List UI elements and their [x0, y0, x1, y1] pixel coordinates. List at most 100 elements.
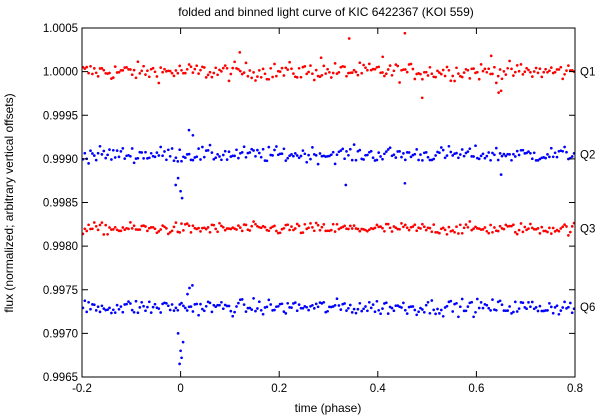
data-point — [185, 67, 189, 71]
data-point — [421, 222, 424, 226]
data-point — [472, 227, 475, 230]
data-point — [521, 230, 525, 234]
data-point — [176, 71, 180, 75]
data-point — [172, 159, 176, 163]
data-point — [199, 302, 202, 306]
data-point — [248, 229, 252, 232]
data-point — [403, 68, 407, 71]
data-point — [513, 155, 517, 158]
data-point — [491, 151, 494, 155]
data-point — [379, 225, 382, 228]
data-point — [121, 69, 125, 72]
data-point — [189, 305, 193, 308]
x-tick-label: 0.2 — [271, 383, 287, 395]
data-point — [415, 313, 419, 317]
data-point — [373, 67, 377, 71]
data-point — [426, 74, 430, 77]
data-point — [383, 152, 386, 156]
data-point — [343, 65, 346, 69]
axis-ticks: -0.2 0 0.2 0.4 0.6 0.8 0.9965 0.9970 0.9975 0.998… — [43, 23, 583, 395]
data-point — [438, 71, 441, 74]
data-point — [521, 73, 525, 76]
data-point — [400, 222, 403, 225]
data-point — [329, 76, 333, 79]
data-point — [383, 229, 386, 233]
data-point — [170, 71, 174, 75]
data-point — [259, 226, 263, 230]
data-point — [331, 71, 335, 75]
data-point — [529, 305, 532, 309]
data-point — [403, 223, 407, 227]
data-point — [445, 65, 449, 69]
data-point — [115, 303, 119, 307]
data-point — [256, 307, 259, 310]
data-point — [235, 305, 238, 308]
data-point — [218, 303, 221, 307]
data-point — [499, 89, 503, 93]
data-point — [388, 226, 392, 230]
data-point — [113, 156, 117, 159]
data-point — [235, 148, 238, 152]
data-point — [136, 311, 140, 315]
data-point — [87, 300, 90, 304]
data-point — [197, 147, 200, 150]
data-point — [500, 77, 504, 81]
data-point — [305, 72, 309, 76]
data-point — [508, 224, 511, 228]
data-point — [221, 307, 225, 311]
data-point — [98, 144, 102, 148]
x-axis-label: time (phase) — [295, 401, 362, 415]
data-point — [309, 222, 312, 225]
data-point — [119, 229, 123, 233]
data-point — [305, 305, 309, 309]
data-point — [398, 227, 401, 231]
data-point — [221, 153, 225, 157]
data-point — [502, 70, 506, 73]
data-point — [540, 225, 544, 229]
data-point — [182, 304, 185, 308]
data-point — [210, 310, 214, 314]
data-point — [248, 151, 252, 154]
data-point — [117, 155, 121, 159]
data-point — [474, 225, 477, 229]
data-point — [193, 67, 197, 71]
data-point — [510, 158, 513, 162]
data-point — [292, 72, 295, 75]
data-point — [108, 71, 111, 75]
data-point — [481, 228, 485, 231]
data-point — [157, 230, 161, 233]
data-point — [417, 158, 420, 162]
data-point — [352, 307, 356, 311]
data-point — [345, 150, 348, 153]
data-point — [102, 149, 106, 153]
data-point — [237, 67, 240, 71]
data-point — [326, 309, 329, 313]
data-point — [481, 152, 485, 156]
data-point — [157, 154, 161, 157]
data-point — [510, 312, 513, 315]
data-point — [297, 156, 301, 160]
data-point — [191, 310, 195, 313]
data-point — [146, 229, 149, 233]
data-point — [165, 302, 168, 305]
data-point — [494, 308, 498, 312]
data-point — [166, 232, 170, 236]
data-point — [202, 309, 206, 313]
data-point — [151, 66, 155, 70]
data-point — [100, 304, 104, 308]
data-point — [563, 223, 566, 226]
data-point — [517, 69, 521, 73]
data-point — [362, 307, 365, 311]
data-point — [174, 156, 178, 160]
data-point — [519, 63, 523, 66]
data-point — [362, 158, 365, 161]
data-point — [510, 67, 513, 71]
x-tick-label: 0.6 — [468, 383, 484, 395]
data-point — [286, 156, 290, 160]
data-point — [267, 298, 271, 302]
data-point — [366, 153, 369, 157]
data-point — [508, 305, 511, 308]
data-point — [352, 143, 356, 146]
data-point — [527, 227, 530, 230]
data-point — [529, 222, 532, 226]
